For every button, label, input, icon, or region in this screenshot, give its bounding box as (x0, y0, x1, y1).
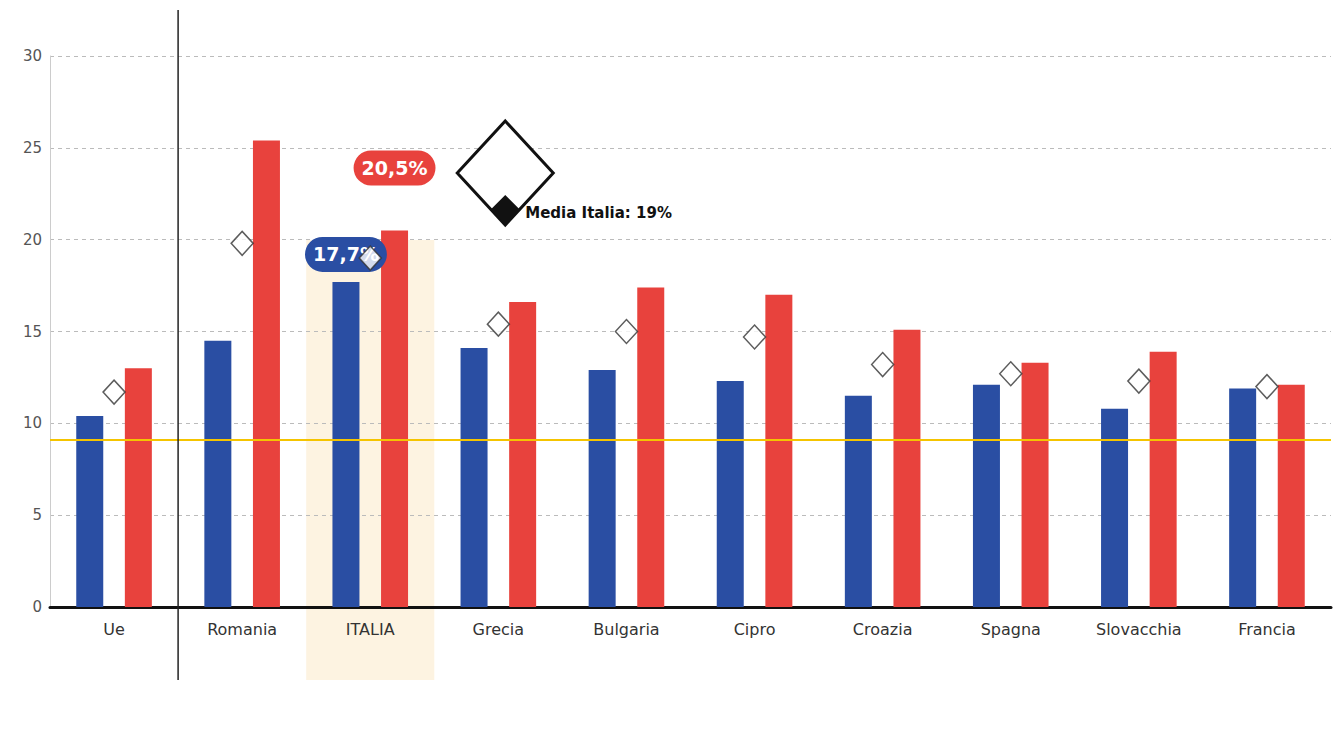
svg-text:10: 10 (23, 414, 42, 432)
svg-text:Croazia: Croazia (853, 620, 913, 639)
svg-text:Francia: Francia (1238, 620, 1296, 639)
svg-text:Cipro: Cipro (734, 620, 776, 639)
svg-text:30: 30 (23, 47, 42, 65)
svg-text:20: 20 (23, 231, 42, 249)
svg-text:Bulgaria: Bulgaria (593, 620, 659, 639)
svg-text:Slovacchia: Slovacchia (1096, 620, 1182, 639)
svg-text:ITALIA: ITALIA (346, 620, 395, 639)
svg-text:25: 25 (23, 139, 42, 157)
svg-text:17,7%: 17,7% (313, 243, 379, 266)
svg-text:Spagna: Spagna (981, 620, 1041, 639)
svg-text:Romania: Romania (207, 620, 277, 639)
svg-text:Ue: Ue (103, 620, 125, 639)
svg-text:15: 15 (23, 323, 42, 341)
svg-text:0: 0 (32, 598, 42, 616)
svg-text:5: 5 (32, 506, 42, 524)
svg-text:Grecia: Grecia (473, 620, 525, 639)
svg-text:20,5%: 20,5% (362, 157, 428, 179)
svg-text:Media Italia: 19%: Media Italia: 19% (525, 204, 672, 222)
